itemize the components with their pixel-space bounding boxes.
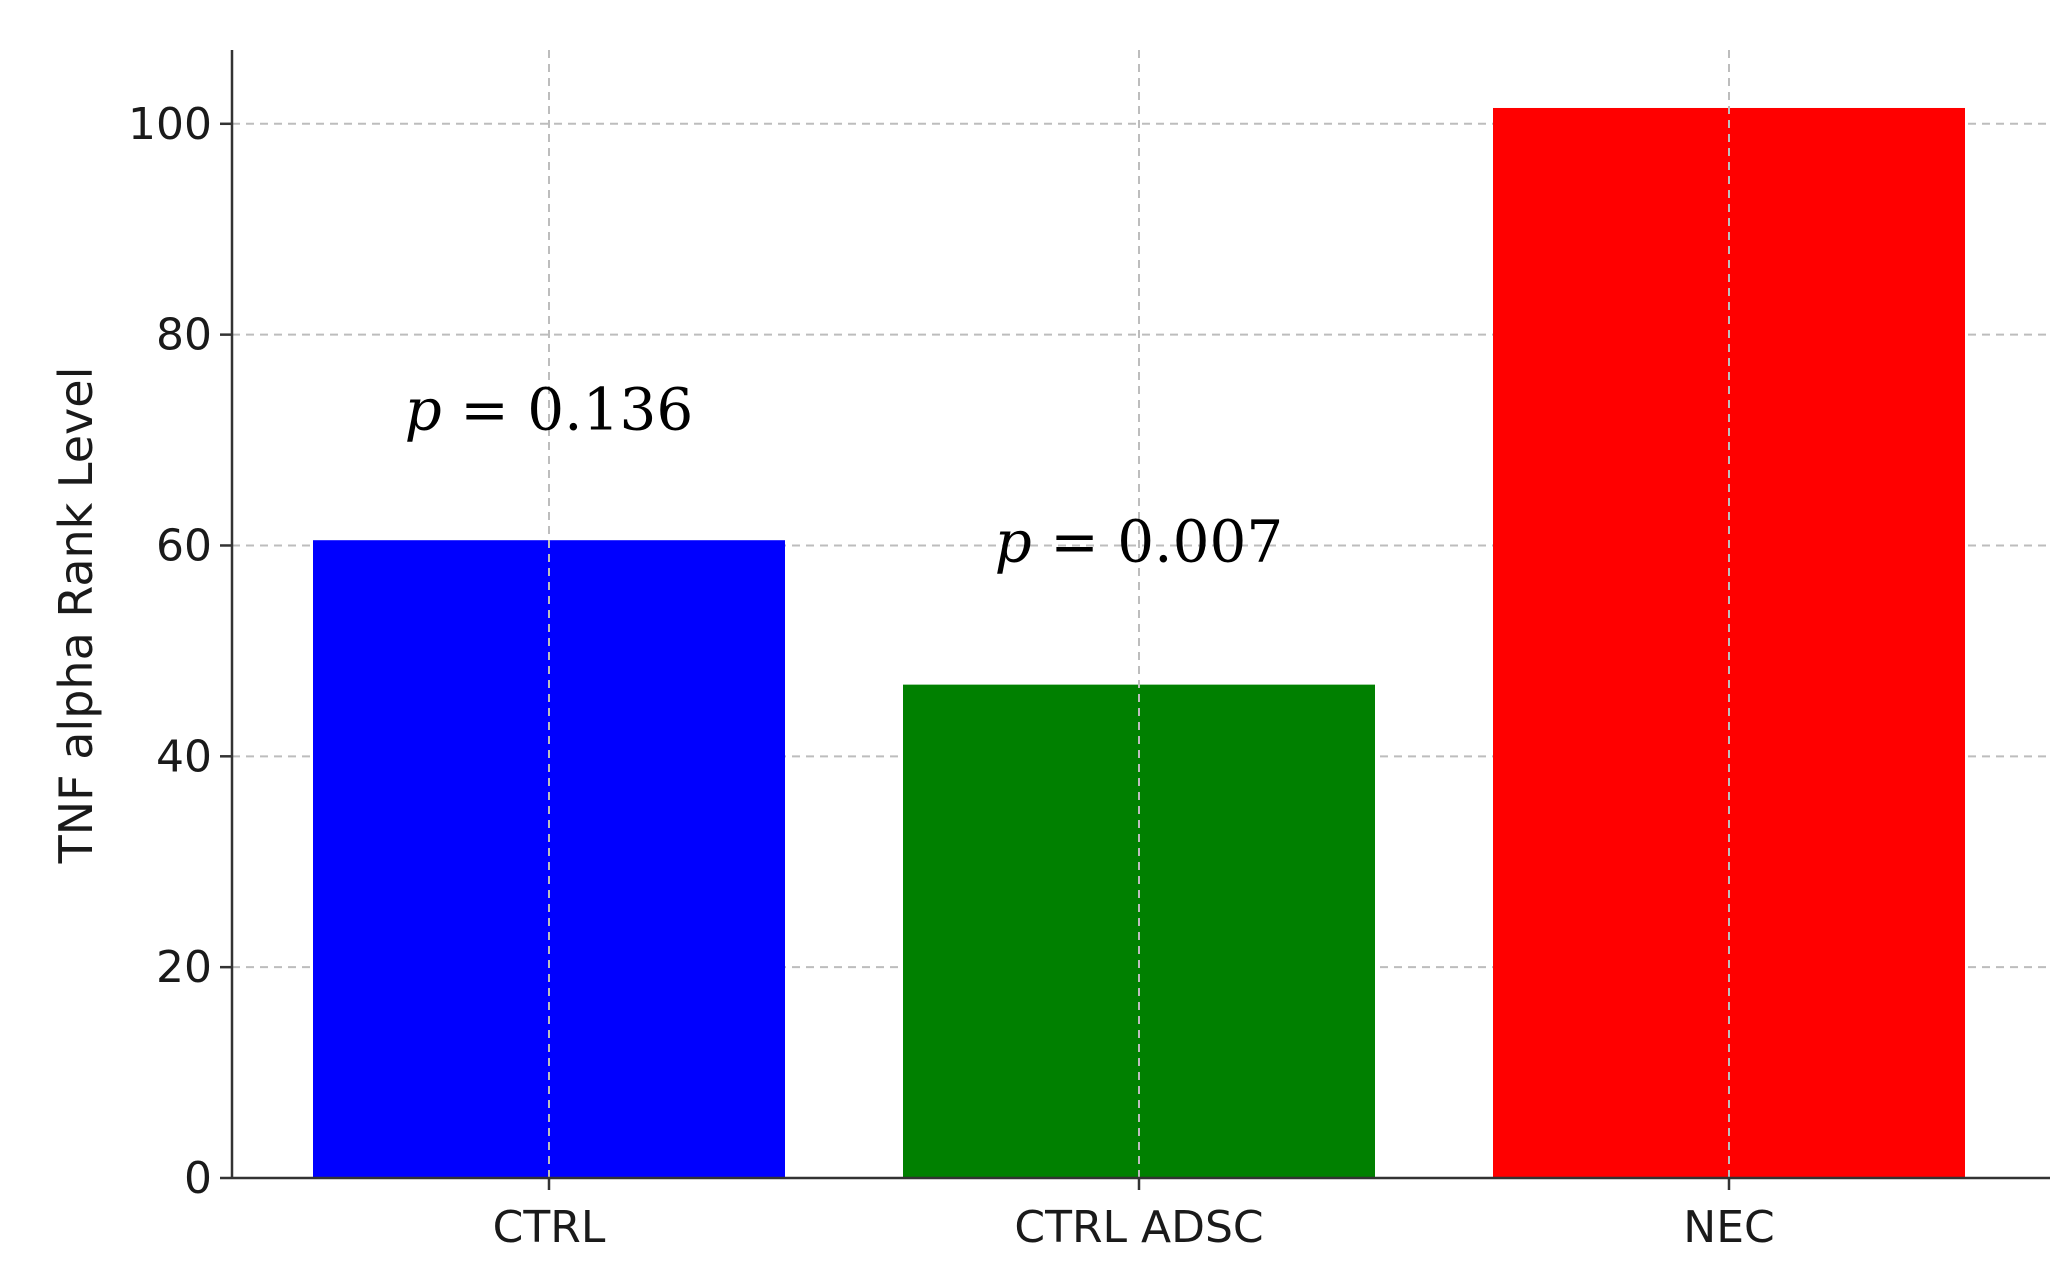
y-tick-label: 20: [156, 942, 212, 993]
bar: [313, 540, 785, 1178]
y-tick-label: 60: [156, 520, 212, 571]
p-value-annotation: p = 0.007: [995, 507, 1284, 575]
x-tick-label: CTRL: [493, 1202, 606, 1253]
axes: [230, 50, 2050, 1180]
x-ticks: CTRL CTRL ADSC NEC: [493, 1178, 1775, 1253]
p-symbol: p: [995, 507, 1032, 575]
bars: [313, 107, 1965, 1178]
x-tick-label: NEC: [1683, 1202, 1774, 1253]
y-tick-label: 100: [128, 99, 212, 150]
p-symbol: p: [405, 376, 442, 444]
p-value-text: = 0.136: [442, 376, 694, 444]
y-tick-label: 40: [156, 731, 212, 782]
y-axis-label: TNF alpha Rank Level: [49, 367, 103, 865]
p-value-text: = 0.007: [1032, 507, 1284, 575]
vertical-grid: [548, 50, 1730, 1178]
p-value-annotation: p = 0.136: [405, 376, 694, 444]
y-tick-label: 0: [184, 1153, 212, 1204]
y-ticks: 0 20 40 60 80 100: [128, 99, 232, 1204]
y-tick-label: 80: [156, 310, 212, 361]
x-tick-label: CTRL ADSC: [1014, 1202, 1263, 1253]
